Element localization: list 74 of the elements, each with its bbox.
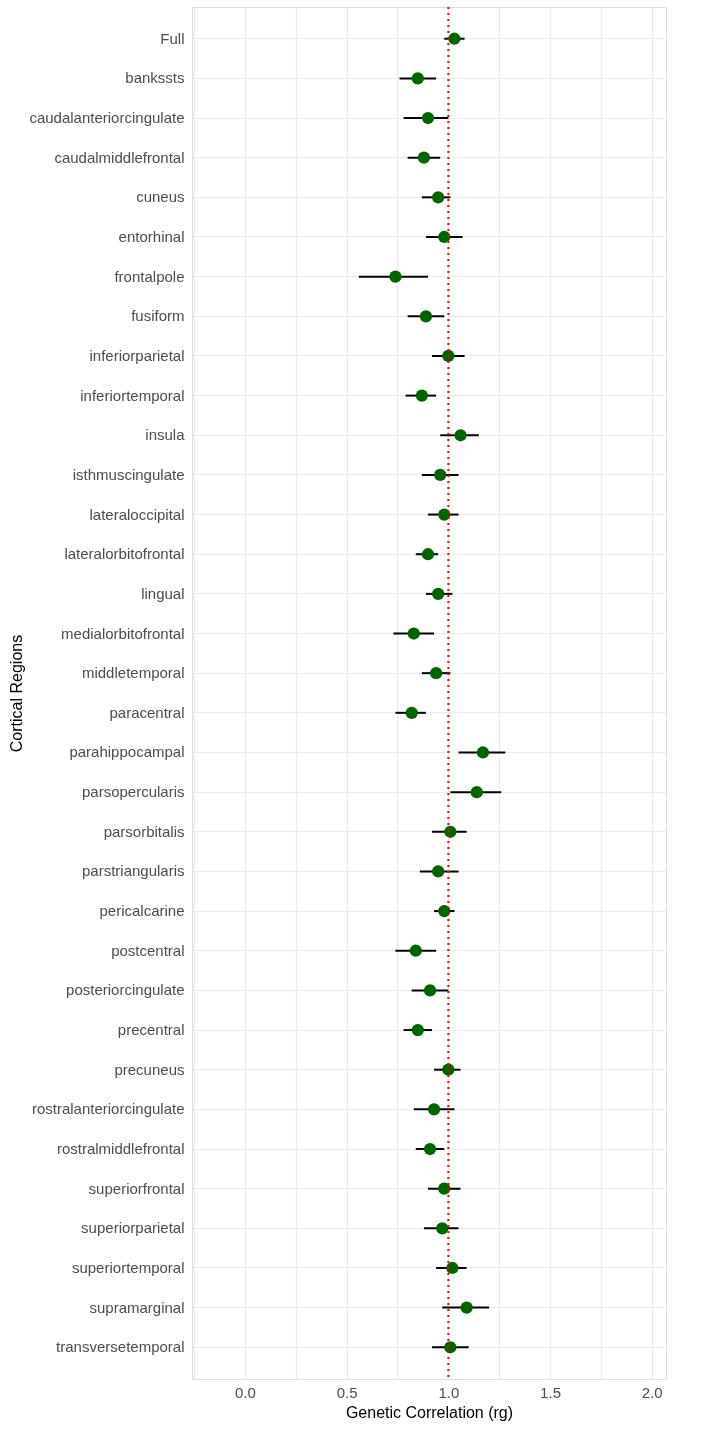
y-tick-label: transversetemporal (56, 1338, 185, 1356)
point (432, 587, 445, 600)
point (407, 627, 420, 640)
point (438, 1182, 451, 1195)
point (423, 1142, 437, 1156)
point (438, 904, 451, 918)
y-tick-label: Full (160, 29, 185, 47)
y-tick-label: precuneus (114, 1060, 185, 1078)
point (405, 706, 418, 719)
y-tick-label: caudalmiddlefrontal (54, 148, 185, 166)
y-tick-label: lateraloccipital (89, 505, 185, 523)
y-tick-label: rostralmiddlefrontal (56, 1140, 185, 1158)
x-tick-label: 1.0 (438, 1383, 460, 1401)
point (444, 1341, 457, 1354)
y-tick-label: pericalcarine (99, 902, 185, 920)
point (442, 349, 455, 363)
y-axis-title: Cortical Regions (8, 634, 26, 753)
y-tick-label: bankssts (125, 69, 185, 87)
y-tick-label: inferiortemporal (80, 386, 185, 404)
point (409, 944, 422, 957)
y-tick-label: parstriangularis (81, 862, 185, 880)
y-tick-label: lingual (141, 584, 185, 602)
point (427, 1103, 441, 1116)
point (454, 429, 467, 442)
y-tick-label: middletemporal (81, 664, 185, 682)
x-tick-label: 0.0 (234, 1383, 256, 1401)
x-axis-title: Genetic Correlation (rg) (345, 1403, 514, 1421)
point (438, 508, 451, 521)
point (417, 151, 431, 164)
point (460, 1301, 473, 1314)
y-tick-label: entorhinal (118, 227, 185, 245)
y-tick-label: lateralorbitofrontal (64, 545, 185, 563)
y-tick-label: supramarginal (89, 1298, 185, 1316)
point (423, 984, 437, 997)
y-tick-label: parsorbitalis (103, 822, 185, 840)
y-tick-label: caudalanteriorcingulate (29, 109, 185, 127)
point (470, 786, 483, 799)
point (438, 230, 451, 244)
y-tick-label: posteriorcingulate (66, 981, 185, 999)
y-tick-label: superiorfrontal (88, 1179, 185, 1197)
point (476, 746, 490, 759)
y-tick-label: frontalpole (114, 267, 185, 285)
y-tick-label: parsopercularis (81, 783, 185, 801)
y-tick-label: medialorbitofrontal (61, 624, 185, 642)
y-tick-label: superiortemporal (71, 1258, 185, 1276)
x-tick-label: 2.0 (641, 1383, 663, 1401)
point (432, 191, 445, 204)
y-tick-label: inferiorparietal (89, 346, 185, 364)
y-tick-label: insula (145, 426, 186, 444)
point (444, 825, 457, 838)
point (411, 1023, 424, 1037)
point (448, 32, 461, 45)
point (411, 72, 424, 85)
point (419, 310, 433, 323)
y-tick-label: precentral (117, 1021, 185, 1039)
point (432, 865, 445, 878)
point (436, 1222, 449, 1235)
point (389, 270, 402, 283)
point (415, 389, 428, 402)
y-tick-label: superiorparietal (81, 1219, 185, 1237)
x-tick-label: 1.5 (540, 1383, 561, 1401)
y-tick-label: paracentral (109, 703, 185, 721)
point (446, 1261, 459, 1275)
y-tick-label: rostralanteriorcingulate (31, 1100, 185, 1118)
y-tick-label: postcentral (111, 941, 185, 959)
x-tick-label: 0.5 (336, 1383, 358, 1401)
y-tick-label: fusiform (131, 307, 185, 325)
point (430, 667, 443, 680)
y-tick-label: isthmuscingulate (72, 465, 185, 483)
y-tick-label: cuneus (136, 188, 185, 206)
point (434, 468, 447, 482)
y-tick-label: parahippocampal (69, 743, 185, 761)
point (421, 111, 435, 125)
point (421, 548, 435, 561)
